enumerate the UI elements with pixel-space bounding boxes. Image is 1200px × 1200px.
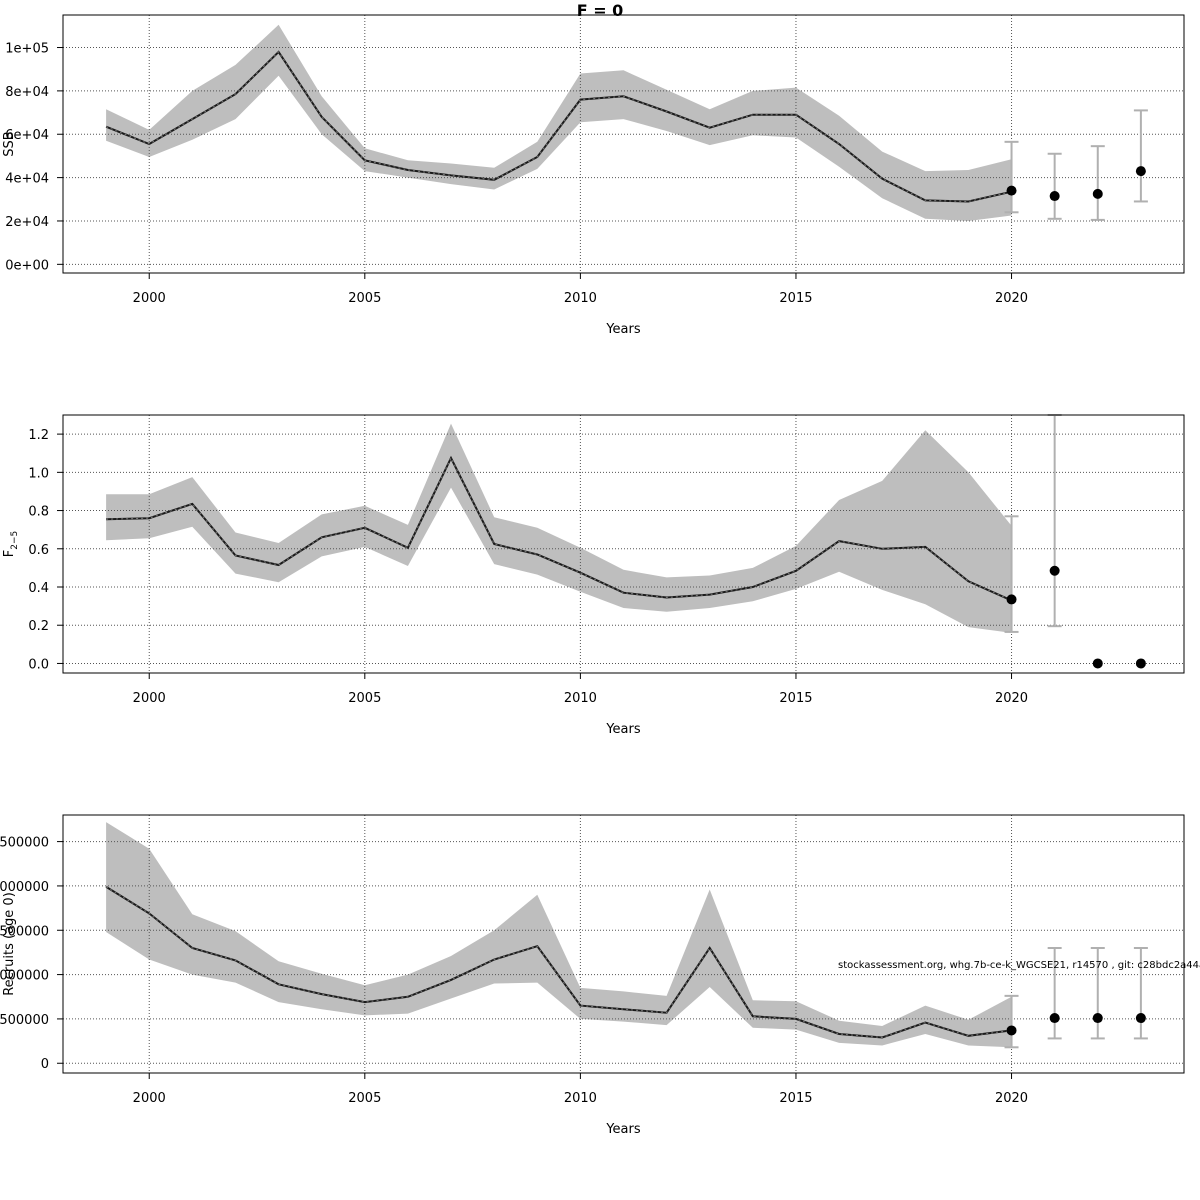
y-tick-label: 0.4: [28, 581, 49, 596]
x-tick-label: 2000: [133, 291, 166, 306]
x-tick-label: 2005: [348, 691, 381, 706]
forecast-point: [1006, 185, 1017, 196]
forecast-point: [1135, 166, 1146, 177]
x-tick-label: 2020: [995, 1091, 1028, 1106]
y-tick-label: 1.2: [28, 428, 49, 443]
y-tick-label: 6e+04: [5, 128, 49, 143]
x-tick-label: 2020: [995, 291, 1028, 306]
credit-annotation: stockassessment.org, whg.7b-ce-k_WGCSE21…: [838, 960, 1200, 971]
confidence-band: [106, 24, 1012, 221]
recruitment-panel: 2000 2005 2010 2015 2020 0 500000 1000000 150000…: [0, 814, 1185, 1137]
x-tick-label: 2005: [348, 1091, 381, 1106]
y-axis-title-subscript: 2−5: [10, 531, 20, 550]
x-axis-title: Years: [605, 1122, 641, 1137]
estimate-line-dotted: [105, 51, 1012, 203]
x-tick-label: 2010: [564, 691, 597, 706]
forecast-point: [1092, 188, 1103, 199]
y-axis-title-main: SSB: [2, 131, 17, 156]
x-tick-label: 2010: [564, 1091, 597, 1106]
y-tick-label: 2e+04: [5, 215, 49, 230]
y-tick-label: 1.0: [28, 466, 49, 481]
y-tick-label: 1e+05: [5, 42, 49, 57]
fishing-mortality-panel: 2000 2005 2010 2015 2020 0.0 0.2 0.4 0.6 0.8 1.0 1.…: [2, 414, 1185, 737]
estimate-line-dotted: [106, 456, 1012, 601]
y-tick-label: 0: [41, 1057, 49, 1072]
confidence-band: [106, 822, 1012, 1048]
confidence-band: [106, 423, 1012, 633]
y-tick-label: 1000000: [0, 969, 49, 984]
main-title: F = 0: [577, 1, 624, 20]
forecast-point: [1092, 1013, 1103, 1024]
y-tick-label: 0.2: [28, 619, 49, 634]
x-tick-label: 2000: [133, 691, 166, 706]
y-tick-label: 8e+04: [5, 85, 49, 100]
y-tick-label: 0.0: [28, 657, 49, 672]
y-tick-label: 0.6: [28, 543, 49, 558]
y-tick-label: 2000000: [0, 880, 49, 895]
y-axis-title: Recruits (age 0): [2, 892, 17, 996]
x-tick-label: 2020: [995, 691, 1028, 706]
x-tick-label: 2015: [779, 1091, 812, 1106]
forecast-point: [1006, 1025, 1017, 1036]
plot-frame: [62, 814, 1185, 1074]
x-tick-label: 2010: [564, 291, 597, 306]
x-tick-label: 2005: [348, 291, 381, 306]
forecast-point: [1049, 1013, 1060, 1024]
y-tick-label: 0e+00: [5, 258, 49, 273]
ssb-panel: 2000 2005 2010 2015 2020 0e+00 2e+04 4e+04 6e+04…: [2, 14, 1185, 337]
x-tick-label: 2000: [133, 1091, 166, 1106]
y-axis-title: SSB: [2, 131, 17, 156]
x-axis-title: Years: [605, 722, 641, 737]
forecast-point: [1135, 658, 1146, 669]
forecast-point: [1092, 658, 1103, 669]
y-axis-title-main: Recruits (age 0): [2, 892, 17, 996]
y-tick-label: 2500000: [0, 836, 49, 851]
x-axis-title: Years: [605, 322, 641, 337]
y-tick-label: 500000: [0, 1013, 49, 1028]
forecast-point: [1049, 565, 1060, 576]
plot-frame: [62, 414, 1185, 674]
y-axis-title: F2−5: [2, 531, 20, 557]
plot-frame: [62, 14, 1185, 274]
y-tick-label: 0.8: [28, 505, 49, 520]
forecast-point: [1049, 191, 1060, 202]
y-axis-title-main: F: [2, 550, 17, 557]
x-tick-label: 2015: [779, 691, 812, 706]
y-tick-label: 4e+04: [5, 172, 49, 187]
estimate-line-dotted: [105, 886, 1012, 1039]
y-tick-label: 1500000: [0, 924, 49, 939]
forecast-point: [1135, 1013, 1146, 1024]
forecast-point: [1006, 594, 1017, 605]
x-tick-label: 2015: [779, 291, 812, 306]
